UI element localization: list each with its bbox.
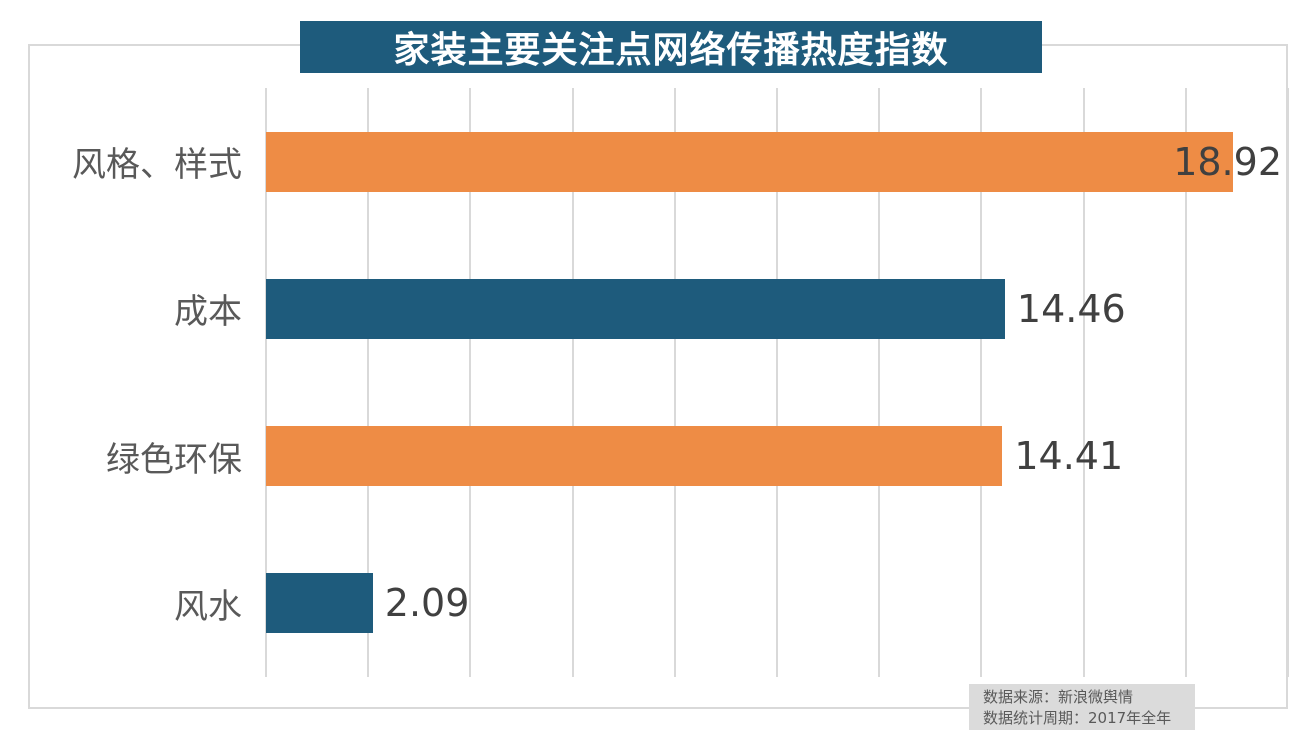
value-label: 14.41 [1014, 434, 1124, 479]
bar-row: 14.41 [266, 383, 1288, 530]
bar [266, 426, 1003, 487]
bar-row: 2.09 [266, 530, 1288, 677]
category-label: 绿色环保 [106, 439, 242, 480]
bar-row: 14.46 [266, 235, 1288, 382]
chart-title-banner: 家装主要关注点网络传播热度指数 [300, 21, 1042, 73]
bar [266, 131, 1233, 192]
gridline [673, 88, 676, 677]
gridline [1082, 88, 1085, 677]
bar-row: 18.92 [266, 88, 1288, 235]
category-label: 风格、样式 [72, 145, 242, 186]
gridline [571, 88, 574, 677]
gridline [878, 88, 881, 677]
gridline [776, 88, 778, 677]
source-note-line1: 数据来源：新浪微舆情 [983, 688, 1134, 706]
category-label: 风水 [174, 586, 242, 627]
gridline [265, 88, 267, 677]
plot-area: 18.92 14.46 14.41 2.09 [265, 88, 1289, 677]
gridline [1184, 88, 1187, 677]
bar [266, 278, 1005, 339]
chart-title: 家装主要关注点网络传播热度指数 [393, 30, 949, 71]
gridline [469, 88, 472, 677]
gridline [367, 88, 370, 677]
source-note-line2: 数据统计周期：2017年全年 [983, 709, 1172, 727]
value-label: 18.92 [1173, 139, 1282, 184]
bar [266, 573, 373, 634]
gridline [1287, 88, 1289, 677]
value-label: 14.46 [1016, 286, 1126, 331]
source-note-box: 数据来源：新浪微舆情 数据统计周期：2017年全年 [969, 684, 1195, 730]
value-label: 2.09 [384, 581, 470, 626]
gridline [980, 88, 983, 677]
category-label: 成本 [174, 292, 242, 333]
